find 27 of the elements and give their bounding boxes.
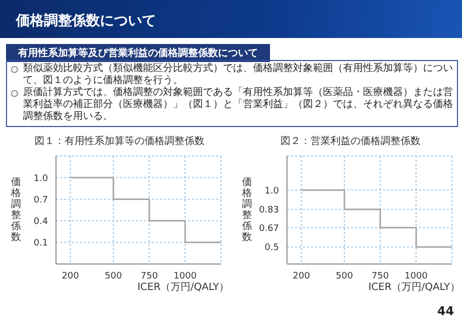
x-tick-label: 750 xyxy=(140,271,158,282)
x-tick-label: 500 xyxy=(104,271,122,282)
y-axis-title: 価格調整係数 xyxy=(241,177,252,243)
y-axis-title: 価格調整係数 xyxy=(10,177,21,243)
text: 原価計算方式では、価格調整の対象範囲である「有用性系加算等（医薬品・医療機器）または営業利益率の補正部分（医療機器）」（図１）と「営業利益」（図２）では、それぞれ異なる価格調整係数を用いる。 xyxy=(23,87,454,123)
text: 有用性系加算等及び営業利益の価格調整係数について xyxy=(6,44,270,62)
y-tick-label: 1.0 xyxy=(264,186,280,196)
x-tick-label: 200 xyxy=(292,271,310,282)
x-tick-label: 200 xyxy=(62,271,80,282)
x-tick-label: 750 xyxy=(372,271,390,282)
text: 類似薬効比較方式（類似機能区分比較方式）では、価格調整対象範囲（有用性系加算等）について、図１のように価格調整を行う。 xyxy=(23,63,454,86)
chart-title: 図１：有用性系加算等の価格調整係数 xyxy=(34,134,206,149)
y-tick-label: 0.5 xyxy=(264,243,279,254)
chart-title: 図２：営業利益の価格調整係数 xyxy=(280,134,422,149)
text: 価格調整係数について xyxy=(16,12,156,30)
x-axis-title: ICER（万円/QALY） xyxy=(367,282,461,294)
y-tick-label: 1.0 xyxy=(34,174,48,184)
x-tick-label: 1000 xyxy=(174,271,197,282)
y-tick-label: 0.4 xyxy=(34,216,48,227)
y-tick-label: 0.83 xyxy=(258,206,279,216)
y-tick-label: 0.7 xyxy=(34,195,48,206)
y-tick-label: 0.1 xyxy=(34,238,48,249)
text: 44 xyxy=(437,304,454,318)
y-tick-label: 0.67 xyxy=(258,224,279,234)
x-axis-title: ICER（万円/QALY） xyxy=(136,282,230,294)
x-tick-label: 1000 xyxy=(404,271,428,282)
x-tick-label: 500 xyxy=(336,271,354,282)
